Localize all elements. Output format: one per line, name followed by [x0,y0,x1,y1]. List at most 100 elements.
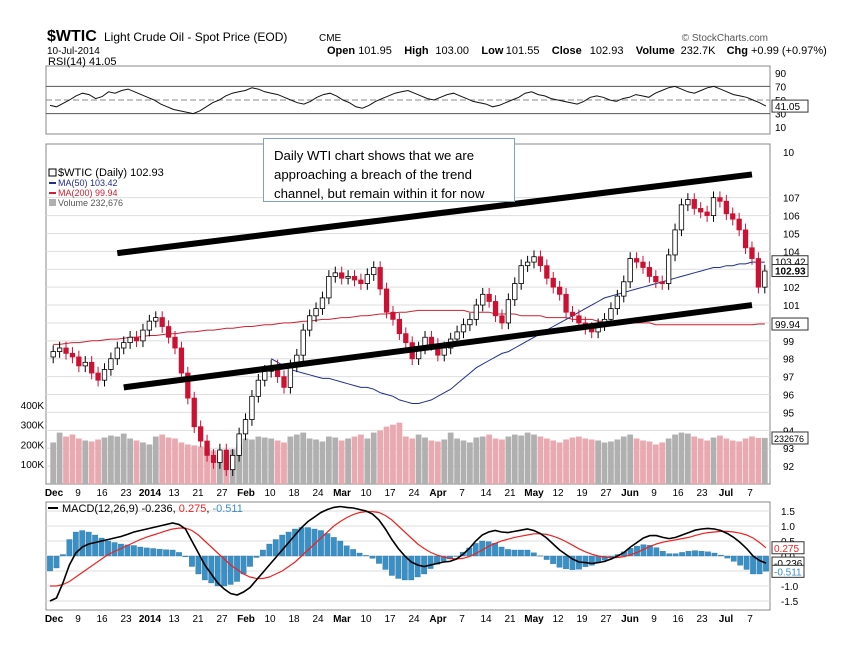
price-value-box [771,317,809,331]
volume-bar [101,437,108,484]
macd-histogram-bar [337,540,344,557]
price-tick-label: 92 [783,462,795,473]
exchange: CME [319,33,342,44]
date-axis-bottom-label: Mar [333,614,351,625]
macd-histogram-bar [47,555,53,572]
candle-body [140,329,146,342]
macd-histogram-bar [498,546,505,557]
date-axis-bottom-label: 17 [384,614,396,625]
volume-bar [274,440,281,484]
volume-bar [717,435,723,484]
date-axis-label: 23 [120,488,132,499]
volume-bar [88,441,95,484]
candle-body [646,267,653,277]
candle-body [82,361,88,367]
price-tick-label: 101 [783,301,800,312]
date-axis-label: 10 [360,488,372,499]
macd-value-label: 0.275 [774,544,799,555]
candle-body [762,270,768,288]
candle-body [339,272,345,279]
date-axis-bottom-label: 7 [747,614,753,625]
volume-bar [537,436,544,484]
macd-histogram-bar [227,555,234,585]
volume-bar [627,434,634,484]
date-axis-bottom-label: 24 [408,614,420,625]
stat-value: 103.00 [435,45,469,57]
ma200-line [53,309,765,345]
macd-histogram-bar [79,530,86,557]
macd-histogram-bar [247,555,253,567]
volume-bar [736,441,743,484]
macd-histogram-bar [369,555,376,559]
volume-bar [236,444,243,484]
macd-histogram-bar [285,531,292,557]
candle-body [242,419,249,435]
macd-histogram-bar [330,537,337,557]
macd-histogram-bar [72,531,79,557]
date-axis-label: 16 [96,488,108,499]
volume-bar [63,436,69,484]
volume-bar [370,432,377,484]
macd-histogram-bar [421,555,427,575]
date-axis-bottom-label: 23 [696,614,708,625]
candle-body [736,218,742,231]
date-axis-bottom-label: 19 [576,614,588,625]
macd-histogram-bar [756,555,763,575]
date-axis-label: 2014 [139,488,162,499]
date-axis-bottom-label: Dec [45,614,64,625]
candle-body [204,440,210,456]
volume-bar [505,436,512,484]
candle-body [480,293,486,306]
macd-histogram-bar [221,555,228,587]
date-axis-label: 24 [312,488,324,499]
candle-body [178,347,185,374]
macd-tick-label: 1.0 [781,522,795,533]
macd-histogram-bar [627,548,634,557]
candle-body [255,379,261,397]
volume-bar [556,442,563,484]
rsi-value-label: 41.05 [775,102,800,113]
date-axis-label: 13 [168,488,180,499]
volume-bar [434,441,441,484]
volume-bar [127,438,134,484]
volume-bar [665,438,672,484]
stat-value: 101.55 [506,45,540,57]
date-axis-label: 9 [651,488,657,499]
volume-bar [710,437,717,484]
macd-histogram-bar [737,555,744,566]
date-axis-bottom-label: Apr [429,614,446,625]
date-axis-bottom-label: Feb [237,614,255,625]
legend-label: MA(200) 99.94 [58,188,118,198]
macd-value-box [771,564,805,578]
date-axis-label: 19 [576,488,588,499]
rsi-title: RSI(14) 41.05 [48,56,116,68]
date-axis-bottom-bg [46,611,770,625]
date-axis-label: Dec [45,488,64,499]
candle-body [127,336,133,344]
macd-histogram-bar [266,543,273,557]
macd-histogram-bar [563,555,569,570]
date-axis-bottom-label: 21 [504,614,516,625]
candle-body [672,229,678,256]
candle-body [492,301,499,317]
macd-histogram-bar [485,541,492,557]
volume-bar [588,439,595,484]
volume-bar [313,439,319,484]
macd-histogram-bar [60,554,66,557]
volume-bar [582,438,589,484]
date-axis-label: May [524,488,544,499]
price-tick-label: 98 [783,355,795,366]
candle-body [345,276,351,279]
date-axis-bottom-label: Jul [719,614,734,625]
macd-histogram-bar [111,542,118,557]
macd-title-part: 0.275 [179,503,207,515]
volume-bar [319,441,326,484]
macd-histogram-bar [659,551,666,557]
volume-bar [659,442,666,484]
macd-histogram-bar [311,528,318,557]
macd-histogram-bar [259,549,266,557]
macd-histogram-bar [92,534,99,557]
volume-bar [723,438,730,484]
candle-body [531,256,537,263]
